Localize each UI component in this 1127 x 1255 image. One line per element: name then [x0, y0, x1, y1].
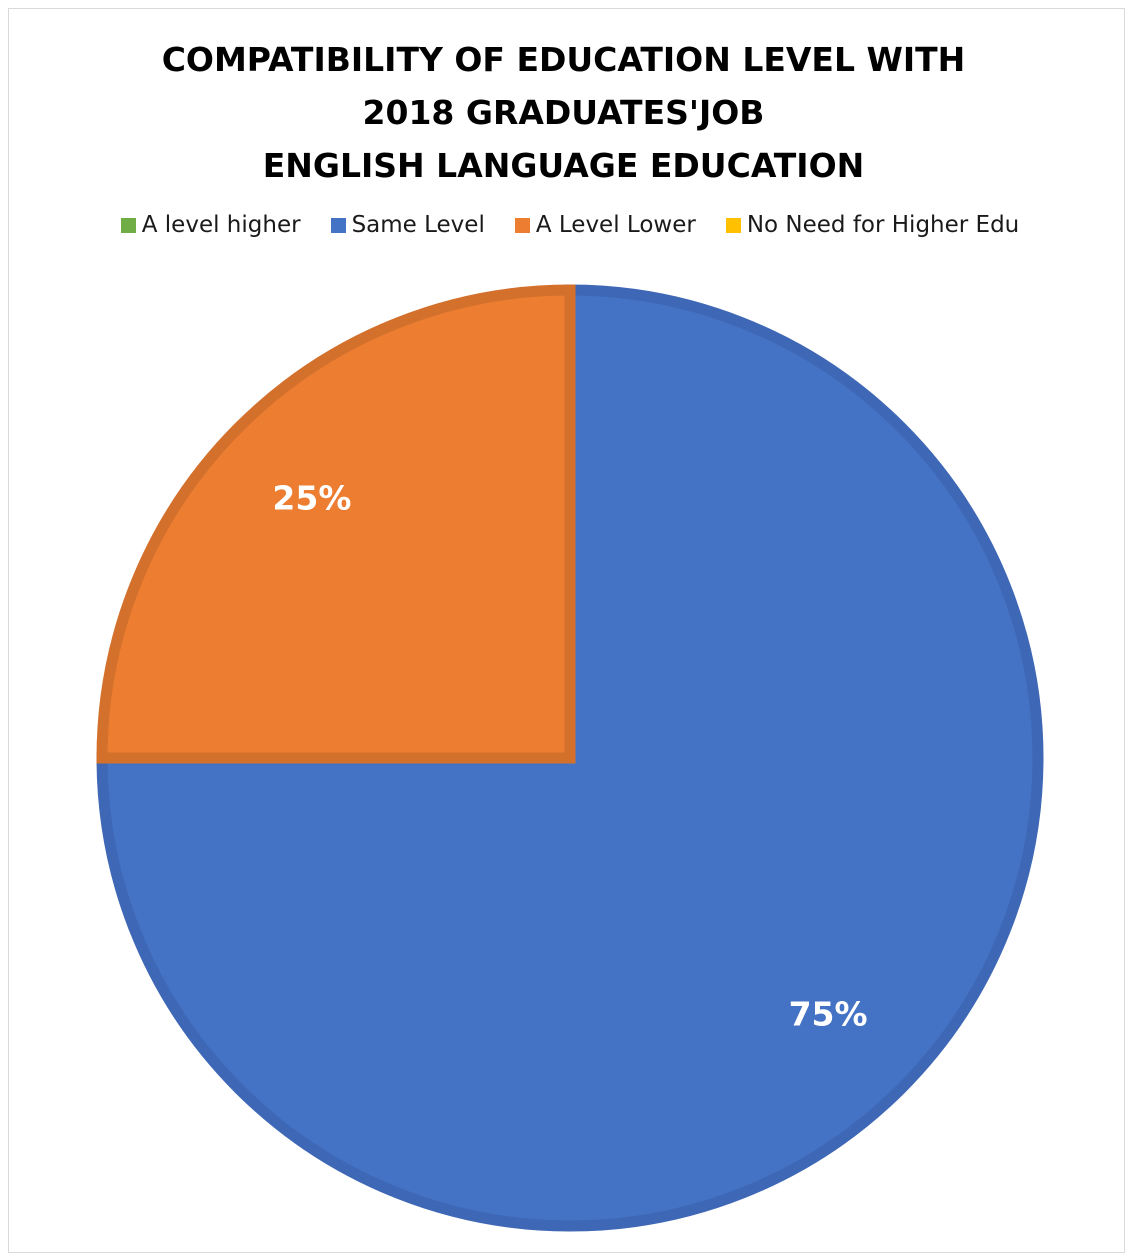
chart-title-line-2: 2018 GRADUATES'JOB: [362, 93, 765, 132]
legend: A level higher Same Level A Level Lower …: [0, 212, 1127, 238]
legend-item-no-need-for-higher-edu: No Need for Higher Edu: [725, 212, 1020, 238]
data-label-a-level-lower: 25%: [272, 478, 351, 517]
legend-swatch-a-level-higher: [120, 217, 136, 233]
chart-title-line-3: ENGLISH LANGUAGE EDUCATION: [262, 146, 865, 185]
legend-label-no-need-for-higher-edu: No Need for Higher Edu: [746, 212, 1020, 238]
data-label-same-level: 75%: [789, 995, 868, 1034]
legend-swatch-same-level: [330, 217, 346, 233]
legend-item-a-level-higher: A level higher: [120, 212, 301, 238]
legend-swatch-no-need-for-higher-edu: [725, 217, 741, 233]
legend-label-a-level-higher: A level higher: [141, 212, 301, 238]
legend-item-same-level: Same Level: [330, 212, 485, 238]
legend-label-a-level-lower: A Level Lower: [535, 212, 696, 238]
pie-slices: [96, 284, 1044, 1232]
pie-data-labels: 75% 25%: [272, 478, 867, 1033]
chart-title: COMPATIBILITY OF EDUCATION LEVEL WITH 20…: [0, 33, 1127, 192]
legend-swatch-a-level-lower: [514, 217, 530, 233]
legend-item-a-level-lower: A Level Lower: [514, 212, 696, 238]
legend-label-same-level: Same Level: [351, 212, 485, 238]
chart-title-line-1: COMPATIBILITY OF EDUCATION LEVEL WITH: [161, 40, 966, 79]
pie-slice-a-level-lower: [96, 284, 576, 764]
